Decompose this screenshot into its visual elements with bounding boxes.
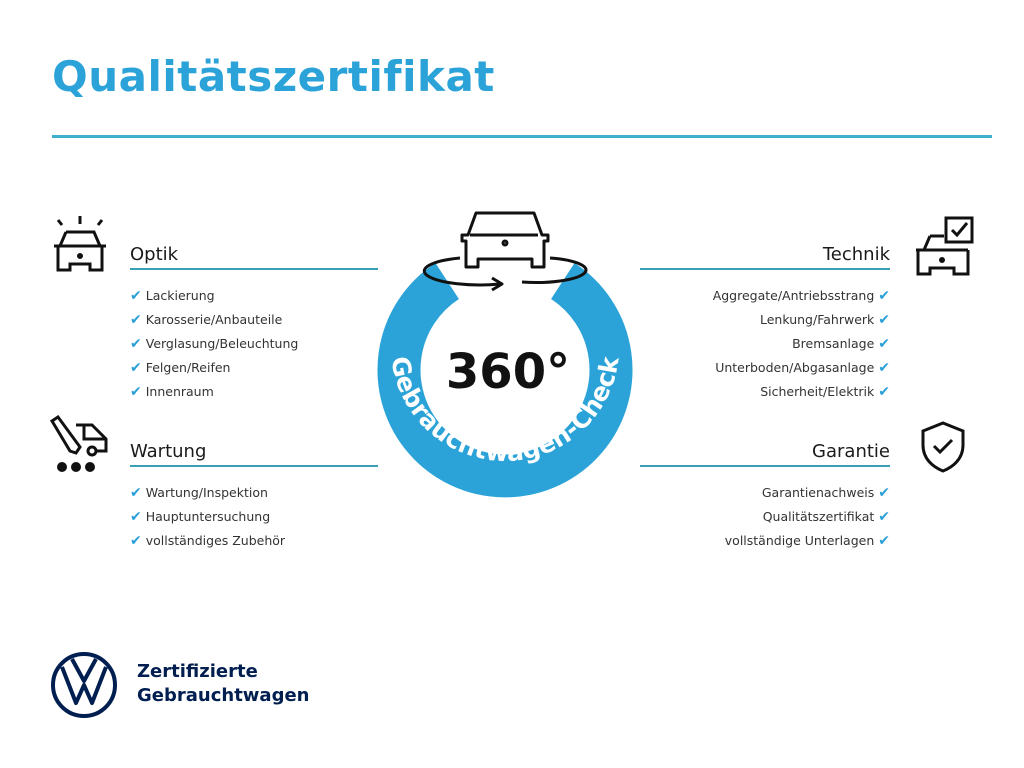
section-heading: Wartung <box>130 441 207 462</box>
page-title: Qualitätszertifikat <box>52 52 495 101</box>
check-icon: ✔ <box>130 288 142 304</box>
section-divider <box>130 465 378 467</box>
360-check-badge: Gebrauchtwagen-Check 360° <box>377 211 633 498</box>
car-checklist-icon <box>916 216 974 276</box>
check-icon: ✔ <box>130 336 142 352</box>
list-item: ✔ Innenraum <box>130 384 214 400</box>
section-heading: Garantie <box>812 441 890 462</box>
list-item: vollständige Unterlagen ✔ <box>724 533 890 549</box>
list-item: Aggregate/Antriebsstrang ✔ <box>712 288 890 304</box>
list-item: Unterboden/Abgasanlage ✔ <box>715 360 890 376</box>
shield-check-icon <box>921 421 965 473</box>
section-divider <box>130 268 378 270</box>
car-lights-icon <box>54 216 106 272</box>
list-item: Sicherheit/Elektrik ✔ <box>760 384 890 400</box>
check-icon: ✔ <box>878 312 890 328</box>
section-garantie: Garantie Garantienachweis ✔ Qualitätszert… <box>640 439 890 553</box>
section-technik: Technik Aggregate/Antriebsstrang ✔ Lenkun… <box>640 242 890 404</box>
check-icon: ✔ <box>878 533 890 549</box>
list-item: Qualitätszertifikat ✔ <box>762 509 890 525</box>
list-item: Bremsanlage ✔ <box>792 336 890 352</box>
check-icon: ✔ <box>130 533 142 549</box>
section-divider <box>640 465 890 467</box>
service-van-icon <box>49 415 108 472</box>
list-item: ✔ Verglasung/Beleuchtung <box>130 336 299 352</box>
list-item: ✔ vollständiges Zubehör <box>130 533 286 549</box>
section-optik: Optik ✔ Lackierung ✔ Karosserie/Anbauteile… <box>130 242 378 404</box>
check-icon: ✔ <box>878 509 890 525</box>
list-item: Lenkung/Fahrwerk ✔ <box>760 312 890 328</box>
section-wartung: Wartung ✔ Wartung/Inspektion ✔ Hauptunters… <box>130 439 378 553</box>
list-item: ✔ Hauptuntersuchung <box>130 509 271 525</box>
list-item: ✔ Karosserie/Anbauteile <box>130 312 283 328</box>
section-heading: Optik <box>130 244 179 265</box>
brand-text: Zertifizierte Gebrauchtwagen <box>137 661 310 706</box>
section-divider <box>640 268 890 270</box>
badge-ring <box>377 263 633 498</box>
check-icon: ✔ <box>878 485 890 501</box>
section-heading: Technik <box>822 244 890 265</box>
check-icon: ✔ <box>878 336 890 352</box>
check-icon: ✔ <box>130 360 142 376</box>
check-icon: ✔ <box>130 509 142 525</box>
check-icon: ✔ <box>130 312 142 328</box>
check-icon: ✔ <box>878 384 890 400</box>
title-divider <box>52 135 992 138</box>
list-item: ✔ Lackierung <box>130 288 215 304</box>
car-rotate-icon <box>422 211 588 292</box>
check-icon: ✔ <box>130 384 142 400</box>
check-icon: ✔ <box>130 485 142 501</box>
list-item: ✔ Felgen/Reifen <box>130 360 231 376</box>
check-icon: ✔ <box>878 288 890 304</box>
vw-logo <box>51 652 117 718</box>
list-item: Garantienachweis ✔ <box>761 485 890 501</box>
check-icon: ✔ <box>878 360 890 376</box>
badge-number: 360° <box>446 344 570 400</box>
list-item: ✔ Wartung/Inspektion <box>130 485 268 501</box>
